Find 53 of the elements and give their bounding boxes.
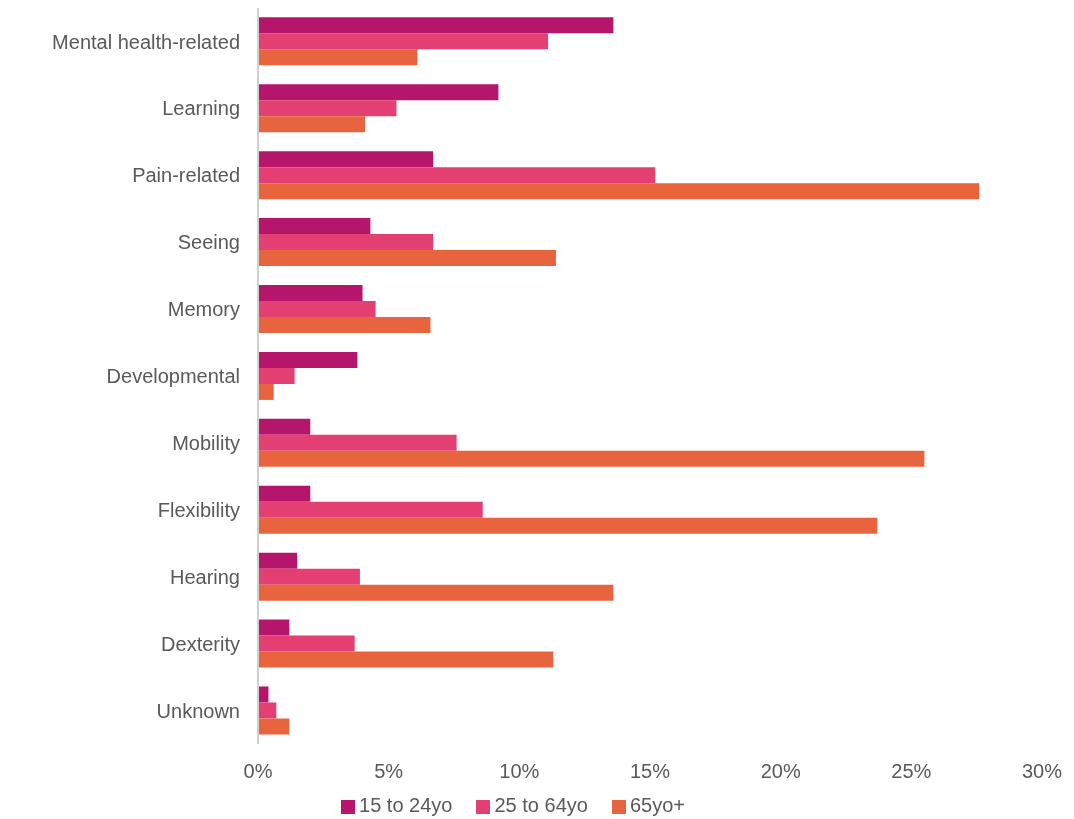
bar (258, 218, 371, 235)
bar (258, 84, 499, 101)
bar (258, 49, 418, 66)
bar (258, 635, 355, 652)
bar (258, 250, 556, 267)
legend-label: 25 to 64yo (494, 794, 588, 816)
y-tick-label: Hearing (169, 565, 240, 588)
bar (258, 33, 549, 50)
x-tick-label: 10% (499, 760, 540, 783)
bar (258, 367, 295, 384)
bar (258, 151, 434, 168)
bar (258, 450, 925, 467)
x-tick-label: 15% (629, 760, 671, 783)
x-tick-label: 25% (891, 760, 932, 783)
y-tick-label: Mobility (172, 432, 240, 455)
bar (258, 619, 290, 636)
bar (258, 167, 656, 184)
bar (258, 552, 298, 569)
y-tick-label: Dexterity (161, 632, 240, 655)
bar (258, 501, 483, 518)
bar (258, 383, 274, 400)
bar (258, 100, 397, 117)
bar (258, 301, 376, 317)
bar (258, 651, 554, 668)
y-tick-label: Memory (167, 298, 240, 321)
bar (258, 702, 277, 719)
bar (258, 17, 614, 34)
bar (258, 434, 457, 451)
y-tick-label: Developmental (106, 365, 240, 388)
bar (258, 418, 311, 435)
bar (258, 351, 358, 368)
y-tick-label: Unknown (156, 699, 240, 722)
x-tick-label: 5% (374, 760, 404, 783)
bar (258, 568, 360, 585)
bar (258, 584, 614, 601)
bar (258, 116, 366, 133)
legend-label: 15 to 24yo (359, 794, 453, 816)
y-tick-label: Seeing (177, 231, 240, 254)
bar (258, 234, 434, 251)
x-tick-label: 30% (1021, 760, 1063, 783)
y-tick-label: Flexibility (157, 498, 240, 521)
y-tick-label: Pain-related (132, 164, 240, 187)
x-tick-label: 0% (243, 760, 273, 783)
bar (258, 183, 980, 200)
bar (258, 285, 363, 301)
y-tick-label: Mental health-related (52, 30, 240, 53)
bar (258, 718, 290, 735)
bar (258, 517, 878, 534)
x-tick-label: 20% (760, 760, 801, 783)
legend-label: 65yo+ (629, 794, 685, 816)
y-tick-label: Learning (162, 97, 240, 120)
bar (258, 317, 431, 333)
bar (258, 485, 311, 502)
